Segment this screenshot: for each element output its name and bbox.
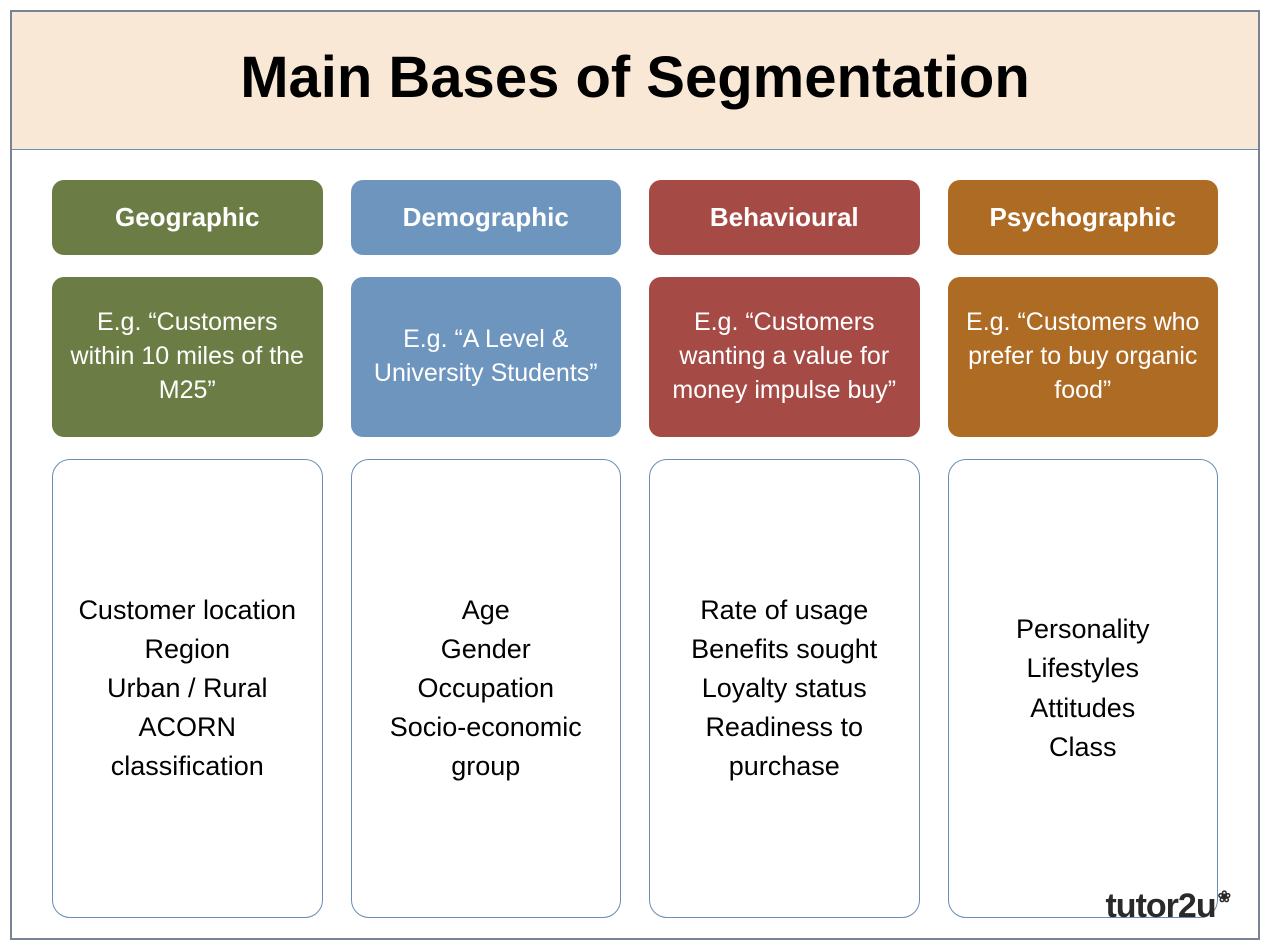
example-psychographic: E.g. “Customers who prefer to buy organi… — [948, 277, 1219, 437]
details-text-psychographic: Personality Lifestyles Attitudes Class — [1016, 610, 1150, 767]
columns-container: Geographic E.g. “Customers within 10 mil… — [12, 150, 1258, 938]
header-behavioural: Behavioural — [649, 180, 920, 255]
title-bar: Main Bases of Segmentation — [12, 12, 1258, 150]
slide-frame: Main Bases of Segmentation Geographic E.… — [10, 10, 1260, 940]
slide-title: Main Bases of Segmentation — [32, 44, 1238, 111]
column-behavioural: Behavioural E.g. “Customers wanting a va… — [649, 180, 920, 918]
brand-prefix: tutor — [1105, 887, 1177, 926]
details-behavioural: Rate of usage Benefits sought Loyalty st… — [649, 459, 920, 918]
column-psychographic: Psychographic E.g. “Customers who prefer… — [948, 180, 1219, 918]
column-demographic: Demographic E.g. “A Level & University S… — [351, 180, 622, 918]
example-behavioural: E.g. “Customers wanting a value for mone… — [649, 277, 920, 437]
footer-brand: tutor2u❀ — [1105, 887, 1230, 926]
details-text-geographic: Customer location Region Urban / Rural A… — [63, 591, 312, 787]
example-geographic: E.g. “Customers within 10 miles of the M… — [52, 277, 323, 437]
header-geographic: Geographic — [52, 180, 323, 255]
details-demographic: Age Gender Occupation Socio-economic gro… — [351, 459, 622, 918]
details-text-demographic: Age Gender Occupation Socio-economic gro… — [362, 591, 611, 787]
column-geographic: Geographic E.g. “Customers within 10 mil… — [52, 180, 323, 918]
header-demographic: Demographic — [351, 180, 622, 255]
header-psychographic: Psychographic — [948, 180, 1219, 255]
brand-flower-icon: ❀ — [1218, 887, 1230, 907]
details-geographic: Customer location Region Urban / Rural A… — [52, 459, 323, 918]
details-text-behavioural: Rate of usage Benefits sought Loyalty st… — [660, 591, 909, 787]
example-demographic: E.g. “A Level & University Students” — [351, 277, 622, 437]
details-psychographic: Personality Lifestyles Attitudes Class — [948, 459, 1219, 918]
brand-suffix: 2u — [1178, 887, 1216, 926]
